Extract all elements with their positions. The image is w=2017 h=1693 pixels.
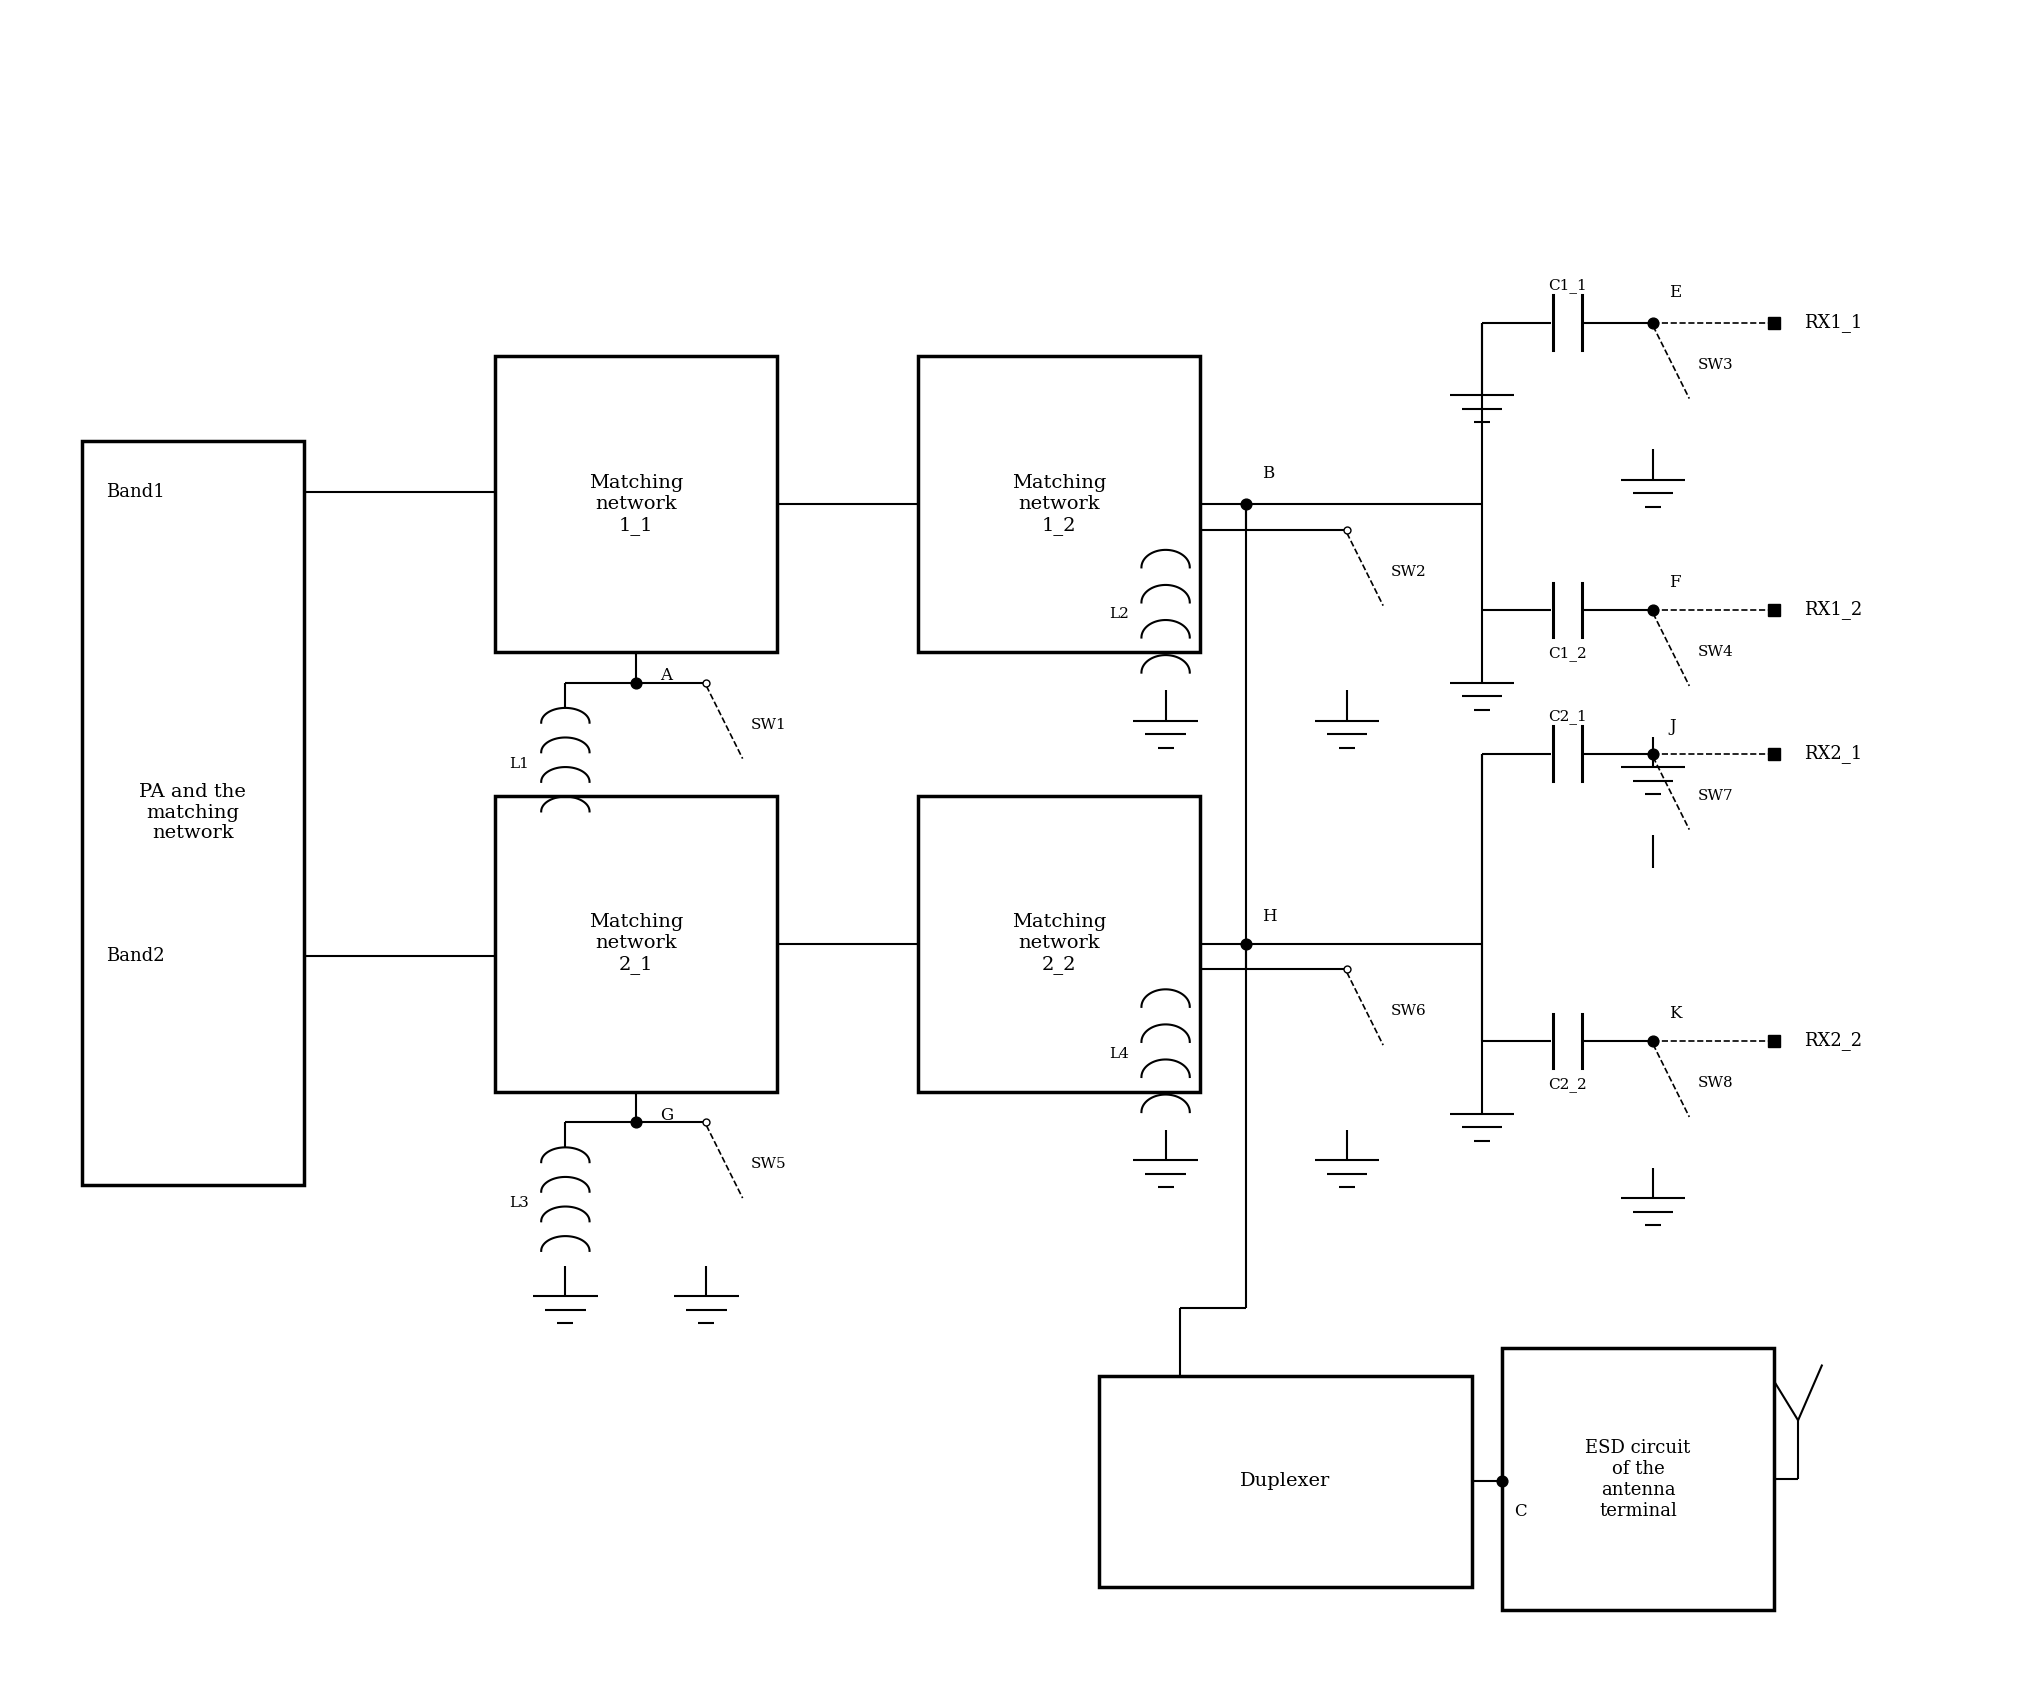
Text: SW4: SW4	[1698, 645, 1733, 659]
Text: K: K	[1670, 1006, 1682, 1023]
Text: Band2: Band2	[107, 948, 165, 965]
Bar	[494, 796, 777, 1092]
Text: C2_2: C2_2	[1549, 1077, 1587, 1092]
Point	[1638, 740, 1670, 767]
Point	[1638, 1028, 1670, 1055]
Text: SW1: SW1	[750, 718, 787, 731]
Point	[619, 1109, 651, 1136]
Bar	[918, 796, 1200, 1092]
Point	[1638, 596, 1670, 623]
Text: RX2_2: RX2_2	[1803, 1031, 1862, 1050]
Text: L3: L3	[510, 1197, 528, 1210]
Text: G: G	[660, 1107, 674, 1124]
Text: Matching
network
2_1: Matching network 2_1	[589, 914, 684, 973]
Bar	[918, 356, 1200, 652]
Point	[1487, 1468, 1519, 1495]
Text: RX1_2: RX1_2	[1803, 601, 1862, 620]
Text: SW8: SW8	[1698, 1077, 1733, 1090]
Bar	[494, 356, 777, 652]
Bar	[83, 440, 303, 1185]
Text: SW3: SW3	[1698, 357, 1733, 372]
Text: E: E	[1670, 284, 1682, 301]
Text: Matching
network
1_1: Matching network 1_1	[589, 474, 684, 535]
Text: Duplexer: Duplexer	[1240, 1473, 1331, 1490]
Text: C2_1: C2_1	[1549, 709, 1587, 725]
Text: A: A	[660, 667, 672, 684]
Text: RX2_1: RX2_1	[1803, 743, 1862, 764]
Text: SW2: SW2	[1392, 565, 1426, 579]
Point	[1230, 491, 1263, 518]
Text: L2: L2	[1109, 608, 1130, 621]
Bar	[1099, 1375, 1472, 1586]
Text: C1_2: C1_2	[1549, 647, 1587, 662]
Point	[1230, 929, 1263, 957]
Text: C: C	[1515, 1503, 1527, 1520]
Text: F: F	[1670, 574, 1680, 591]
Bar	[1503, 1349, 1773, 1610]
Text: SW6: SW6	[1392, 1004, 1426, 1017]
Text: L4: L4	[1109, 1046, 1130, 1060]
Text: SW7: SW7	[1698, 789, 1733, 802]
Text: SW5: SW5	[750, 1158, 787, 1172]
Text: RX1_1: RX1_1	[1803, 313, 1862, 332]
Text: Matching
network
1_2: Matching network 1_2	[1013, 474, 1105, 535]
Text: J: J	[1670, 718, 1676, 735]
Text: Matching
network
2_2: Matching network 2_2	[1013, 914, 1105, 973]
Point	[1638, 310, 1670, 337]
Text: H: H	[1263, 907, 1277, 924]
Text: L1: L1	[508, 757, 528, 770]
Text: PA and the
matching
network: PA and the matching network	[139, 782, 246, 843]
Text: B: B	[1263, 466, 1275, 483]
Text: C1_1: C1_1	[1549, 278, 1587, 293]
Text: ESD circuit
of the
antenna
terminal: ESD circuit of the antenna terminal	[1585, 1439, 1690, 1520]
Point	[619, 669, 651, 696]
Text: Band1: Band1	[107, 483, 165, 501]
